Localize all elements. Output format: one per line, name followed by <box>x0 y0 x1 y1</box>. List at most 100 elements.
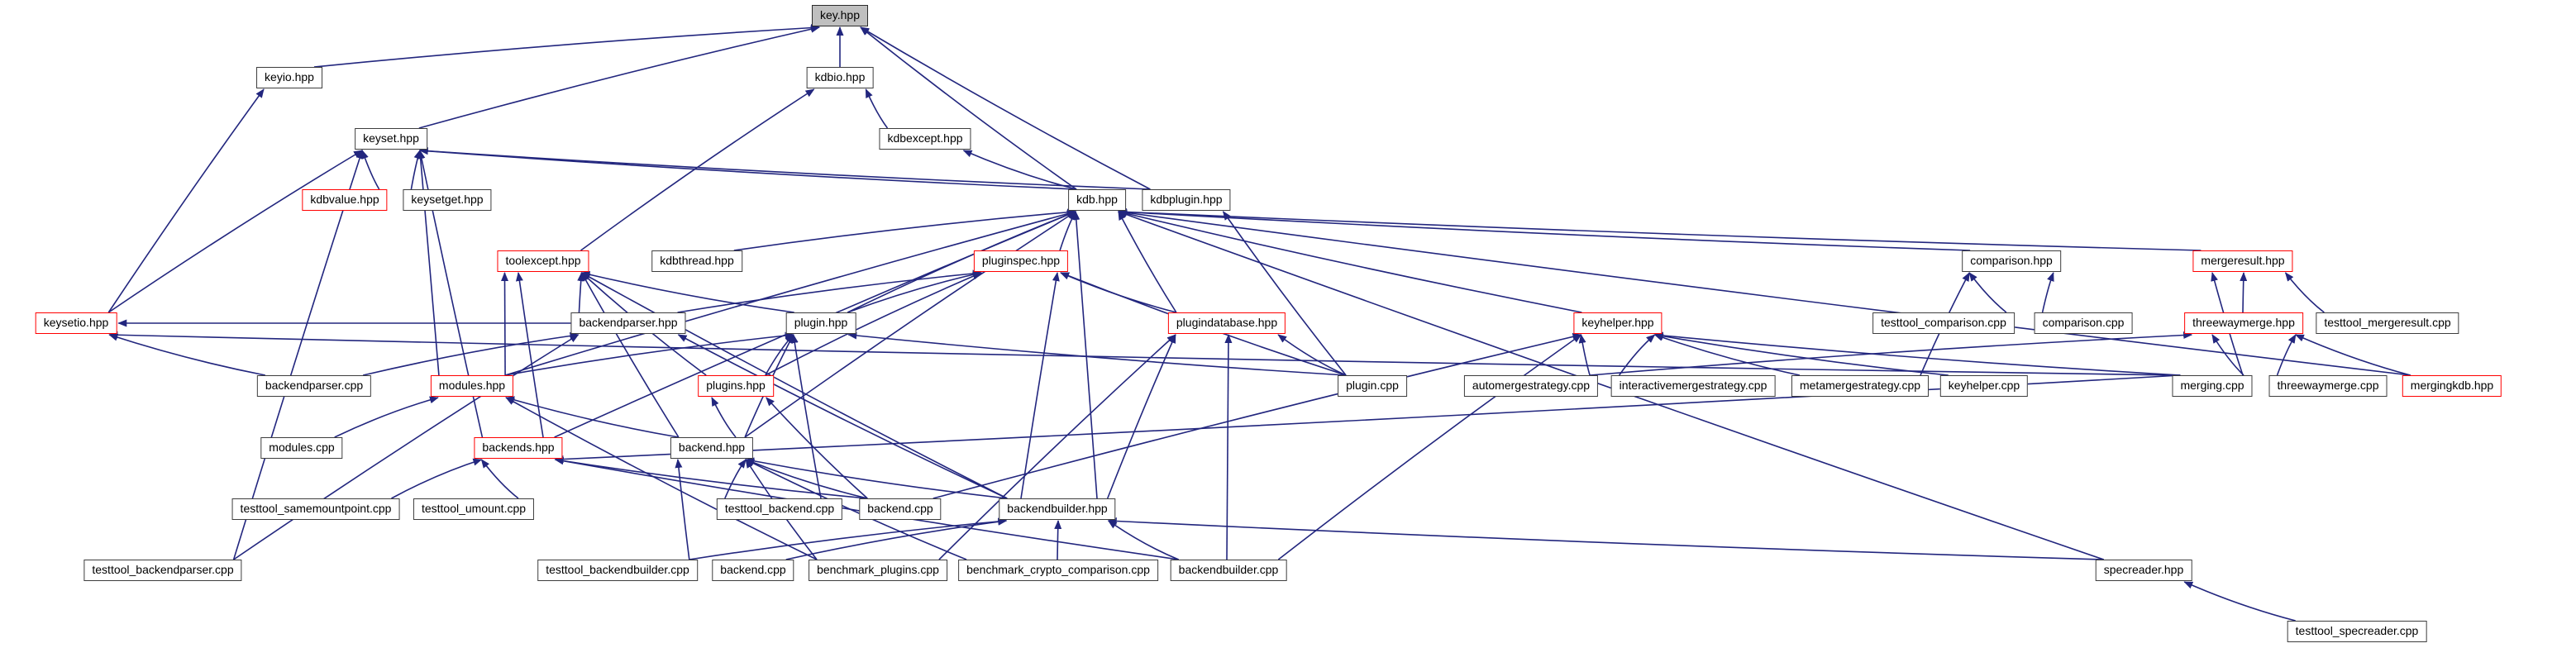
graph-node-kdbplugin-hpp[interactable]: kdbplugin.hpp <box>1142 189 1231 211</box>
graph-node-testtool-comparison-cpp[interactable]: testtool_comparison.cpp <box>1872 312 2015 334</box>
graph-node-keysetio-hpp[interactable]: keysetio.hpp <box>35 312 117 334</box>
graph-node-specreader-hpp[interactable]: specreader.hpp <box>2095 560 2192 581</box>
include-edge <box>1118 211 1177 313</box>
graph-node-kdbvalue-hpp[interactable]: kdbvalue.hpp <box>302 189 388 211</box>
graph-node-testtool-mergeresult-cpp[interactable]: testtool_mergeresult.cpp <box>2316 312 2459 334</box>
include-edge <box>1578 334 1591 376</box>
graph-node-testtool-umount-cpp[interactable]: testtool_umount.cpp <box>413 498 535 520</box>
graph-node-merging-cpp[interactable]: merging.cpp <box>2172 375 2253 397</box>
include-edge <box>108 331 2181 376</box>
include-edge <box>1107 517 2104 560</box>
include-edge <box>480 459 519 499</box>
graph-node-kdbio-hpp[interactable]: kdbio.hpp <box>806 67 874 88</box>
graph-node-kdb-hpp[interactable]: kdb.hpp <box>1068 189 1126 211</box>
graph-node-backend-cpp2[interactable]: backend.cpp <box>712 560 794 581</box>
include-edge <box>1060 272 1177 313</box>
include-edge <box>418 147 1151 190</box>
graph-node-testtool-backendparser-cpp[interactable]: testtool_backendparser.cpp <box>83 560 242 581</box>
include-edge <box>1653 331 2181 376</box>
include-edge <box>1224 334 1233 560</box>
include-edge <box>2211 334 2244 376</box>
include-edge <box>504 331 794 376</box>
include-edge <box>334 396 439 438</box>
graph-node-keyhelper-hpp[interactable]: keyhelper.hpp <box>1573 312 1662 334</box>
graph-node-backendbuilder-cpp[interactable]: backendbuilder.cpp <box>1170 560 1287 581</box>
include-edge <box>417 150 440 376</box>
include-edge <box>554 374 2181 464</box>
include-edge <box>418 25 820 129</box>
include-edge <box>1054 520 1062 560</box>
graph-node-backendbuilder-hpp[interactable]: backendbuilder.hpp <box>999 498 1116 520</box>
graph-node-key-hpp: key.hpp <box>812 5 868 26</box>
graph-node-benchmark-crypto-comparison-cpp[interactable]: benchmark_crypto_comparison.cpp <box>958 560 1158 581</box>
graph-node-comparison-cpp[interactable]: comparison.cpp <box>2034 312 2133 334</box>
include-edge <box>677 269 982 313</box>
include-edge <box>765 334 794 376</box>
include-edge <box>580 272 680 438</box>
graph-node-plugin-hpp[interactable]: plugin.hpp <box>785 312 856 334</box>
include-edge <box>933 332 1582 499</box>
include-edge <box>233 334 580 560</box>
include-edge <box>847 270 982 313</box>
include-edge <box>554 457 868 499</box>
graph-node-kdbthread-hpp[interactable]: kdbthread.hpp <box>651 250 742 272</box>
graph-node-backend-cpp[interactable]: backend.cpp <box>859 498 942 520</box>
graph-node-testtool-specreader-cpp[interactable]: testtool_specreader.cpp <box>2287 621 2427 642</box>
include-edge <box>689 517 1008 560</box>
include-edge <box>505 396 680 438</box>
include-edge <box>107 150 363 313</box>
include-edge <box>860 26 1077 190</box>
include-edge <box>2276 334 2297 376</box>
include-edge <box>313 24 820 68</box>
graph-node-plugindatabase-hpp[interactable]: plugindatabase.hpp <box>1167 312 1286 334</box>
include-edge <box>938 334 1176 560</box>
graph-node-backends-hpp[interactable]: backends.hpp <box>474 437 563 459</box>
graph-node-metamergestrategy-cpp[interactable]: metamergestrategy.cpp <box>1791 375 1930 397</box>
include-edge <box>362 331 580 376</box>
graph-node-plugin-cpp[interactable]: plugin.cpp <box>1338 375 1407 397</box>
graph-node-backendparser-cpp[interactable]: backendparser.cpp <box>256 375 372 397</box>
graph-node-testtool-backendbuilder-cpp[interactable]: testtool_backendbuilder.cpp <box>537 560 698 581</box>
graph-node-threewaymerge-hpp[interactable]: threewaymerge.hpp <box>2184 312 2303 334</box>
include-edge <box>580 270 794 313</box>
include-edge <box>1653 332 1949 376</box>
include-edge <box>501 272 509 376</box>
graph-node-modules-hpp[interactable]: modules.hpp <box>430 375 514 397</box>
graph-node-keyio-hpp[interactable]: keyio.hpp <box>256 67 322 88</box>
graph-node-testtool-samemountpoint-cpp[interactable]: testtool_samemountpoint.cpp <box>231 498 400 520</box>
graph-node-modules-cpp[interactable]: modules.cpp <box>260 437 343 459</box>
include-edge <box>860 26 1151 190</box>
include-edge <box>1117 207 2202 251</box>
include-edge <box>361 150 380 190</box>
include-edge <box>580 272 1008 499</box>
include-edge <box>2294 334 2411 376</box>
graph-node-toolexcept-hpp[interactable]: toolexcept.hpp <box>497 250 589 272</box>
include-edge <box>410 150 422 190</box>
graph-node-mergingkdb-hpp[interactable]: mergingkdb.hpp <box>2402 375 2502 397</box>
include-edge <box>504 210 1077 376</box>
graph-node-threewaymerge-cpp[interactable]: threewaymerge.cpp <box>2268 375 2388 397</box>
include-edge <box>1653 334 1801 376</box>
include-edge <box>865 88 889 129</box>
graph-node-keysetget-hpp[interactable]: keysetget.hpp <box>403 189 492 211</box>
graph-node-backend-hpp[interactable]: backend.hpp <box>670 437 754 459</box>
include-edge <box>1117 209 1582 313</box>
graph-node-keyset-hpp[interactable]: keyset.hpp <box>355 128 427 150</box>
graph-node-interactivemergestrategy-cpp[interactable]: interactivemergestrategy.cpp <box>1610 375 1776 397</box>
graph-node-mergeresult-hpp[interactable]: mergeresult.hpp <box>2192 250 2293 272</box>
include-edge <box>2284 272 2325 313</box>
include-edge <box>675 459 690 560</box>
graph-node-kdbexcept-hpp[interactable]: kdbexcept.hpp <box>879 128 971 150</box>
graph-node-testtool-backend-cpp[interactable]: testtool_backend.cpp <box>716 498 843 520</box>
graph-node-pluginspec-hpp[interactable]: pluginspec.hpp <box>973 250 1069 272</box>
graph-node-benchmark-plugins-cpp[interactable]: benchmark_plugins.cpp <box>809 560 947 581</box>
include-edge <box>577 272 585 313</box>
graph-node-backendparser-hpp[interactable]: backendparser.hpp <box>570 312 686 334</box>
include-edge <box>733 208 1077 251</box>
graph-node-comparison-hpp[interactable]: comparison.hpp <box>1962 250 2061 272</box>
graph-node-keyhelper-cpp[interactable]: keyhelper.cpp <box>1939 375 2029 397</box>
include-edge <box>1277 334 1582 560</box>
graph-node-plugins-hpp[interactable]: plugins.hpp <box>698 375 774 397</box>
graph-node-automergestrategy-cpp[interactable]: automergestrategy.cpp <box>1463 375 1599 397</box>
